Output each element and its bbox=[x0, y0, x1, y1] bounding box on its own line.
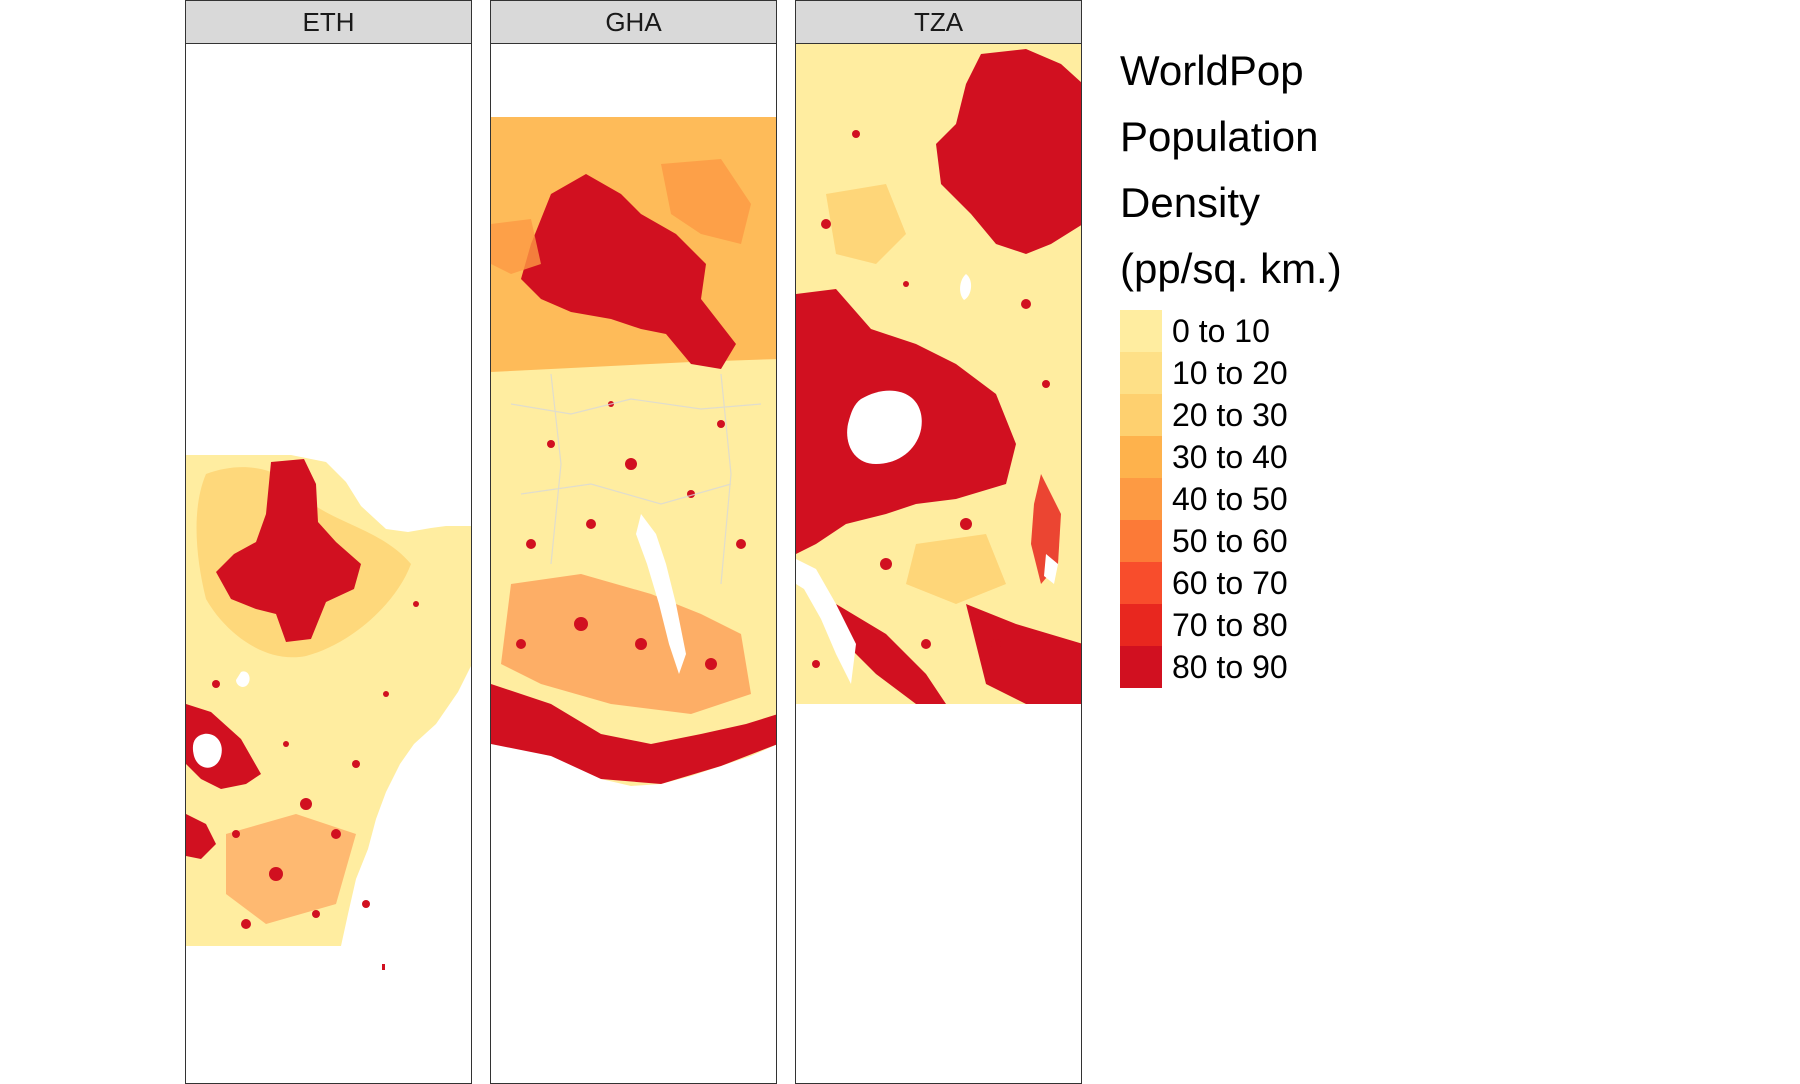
lake-victoria-tza bbox=[847, 390, 922, 464]
legend-label: 0 to 10 bbox=[1172, 312, 1270, 349]
legend-label: 60 to 70 bbox=[1172, 564, 1288, 601]
island-eth bbox=[382, 964, 385, 970]
high-density-north-gha bbox=[521, 174, 736, 369]
high-density-north-tza bbox=[936, 49, 1081, 254]
legend-item: 10 to 20 bbox=[1120, 352, 1342, 394]
legend-title: WorldPop Population Density (pp/sq. km.) bbox=[1120, 38, 1342, 302]
legend-label: 40 to 50 bbox=[1172, 480, 1288, 517]
lake-eth bbox=[192, 733, 222, 768]
district-boundaries-gha bbox=[510, 373, 762, 585]
facet-panel-gha: GHA bbox=[490, 0, 777, 1084]
facet-strip-eth: ETH bbox=[185, 0, 472, 44]
map-frame-gha bbox=[490, 43, 777, 1084]
facet-strip-gha: GHA bbox=[490, 0, 777, 44]
legend-item: 40 to 50 bbox=[1120, 478, 1342, 520]
legend-title-line-1: WorldPop bbox=[1120, 47, 1304, 94]
legend-title-line-2: Population bbox=[1120, 113, 1319, 160]
legend-item: 80 to 90 bbox=[1120, 646, 1342, 688]
density-speckles-eth bbox=[212, 601, 419, 929]
facet-label-tza: TZA bbox=[913, 6, 964, 37]
legend-title-line-3: Density bbox=[1120, 179, 1261, 226]
map-frame-tza bbox=[795, 43, 1082, 1084]
legend-swatch bbox=[1120, 310, 1162, 352]
legend-title-line-4: (pp/sq. km.) bbox=[1120, 245, 1342, 292]
legend-item: 50 to 60 bbox=[1120, 520, 1342, 562]
density-speckles-tza bbox=[812, 130, 1050, 668]
coast-density-tza bbox=[1031, 474, 1061, 584]
legend-swatch bbox=[1120, 520, 1162, 562]
facet-label-eth: ETH bbox=[302, 6, 355, 37]
legend-label: 30 to 40 bbox=[1172, 438, 1288, 475]
legend-item: 30 to 40 bbox=[1120, 436, 1342, 478]
facet-panel-tza: TZA bbox=[795, 0, 1082, 1084]
legend-label: 20 to 30 bbox=[1172, 396, 1288, 433]
medium-density-south-eth bbox=[226, 814, 356, 924]
facet-panel-eth: ETH bbox=[185, 0, 472, 1084]
legend: WorldPop Population Density (pp/sq. km.)… bbox=[1120, 38, 1342, 688]
facet-label-gha: GHA bbox=[605, 6, 662, 37]
population-density-map-gha bbox=[491, 117, 776, 786]
legend-swatch bbox=[1120, 352, 1162, 394]
legend-swatch bbox=[1120, 646, 1162, 688]
legend-item: 0 to 10 bbox=[1120, 310, 1342, 352]
high-density-coast-gha bbox=[491, 684, 776, 784]
medium-density-patches-tza bbox=[826, 184, 1006, 604]
high-density-highlands-eth bbox=[216, 459, 361, 642]
medium-density-south-gha bbox=[501, 574, 751, 714]
legend-items: 0 to 10 10 to 20 20 to 30 30 to 40 40 to… bbox=[1120, 310, 1342, 688]
map-frame-eth bbox=[185, 43, 472, 1084]
coastline-lake-eth bbox=[236, 671, 250, 687]
lake-tanganyika-tza bbox=[796, 559, 856, 684]
legend-label: 10 to 20 bbox=[1172, 354, 1288, 391]
lake-eyasi-tza bbox=[960, 274, 972, 300]
legend-swatch bbox=[1120, 562, 1162, 604]
legend-swatch bbox=[1120, 436, 1162, 478]
legend-label: 70 to 80 bbox=[1172, 606, 1288, 643]
legend-item: 20 to 30 bbox=[1120, 394, 1342, 436]
legend-item: 60 to 70 bbox=[1120, 562, 1342, 604]
legend-swatch bbox=[1120, 394, 1162, 436]
medium-density-patches-gha bbox=[491, 159, 751, 274]
legend-swatch bbox=[1120, 604, 1162, 646]
coastal-waters-tza bbox=[1044, 554, 1058, 584]
density-speckles-gha bbox=[516, 401, 746, 670]
legend-label: 50 to 60 bbox=[1172, 522, 1288, 559]
legend-item: 70 to 80 bbox=[1120, 604, 1342, 646]
facet-strip-tza: TZA bbox=[795, 0, 1082, 44]
lake-volta-gha bbox=[636, 514, 686, 674]
high-density-south-tza bbox=[836, 604, 1081, 704]
legend-label: 80 to 90 bbox=[1172, 648, 1288, 685]
legend-swatch bbox=[1120, 478, 1162, 520]
population-density-map-tza bbox=[796, 44, 1081, 704]
population-density-map-eth bbox=[186, 455, 471, 970]
